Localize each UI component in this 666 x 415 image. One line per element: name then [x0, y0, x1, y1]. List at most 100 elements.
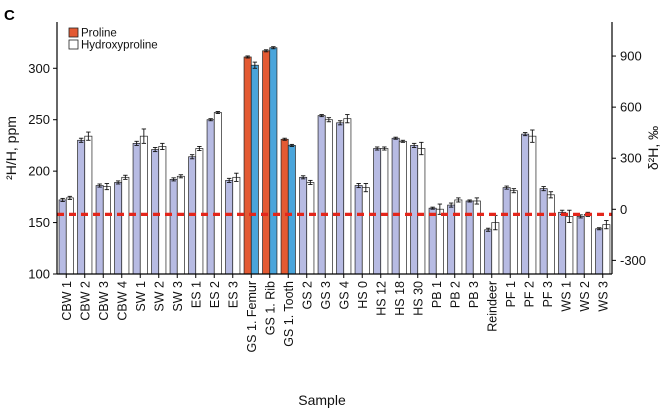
bar-proline	[373, 148, 382, 275]
x-tick-label: HS 18	[393, 281, 407, 316]
x-tick-label: CBW 3	[97, 281, 111, 321]
bar-hydroxyproline	[602, 224, 611, 275]
bar-hydroxyproline	[121, 176, 130, 275]
x-tick-label: WS 2	[578, 281, 592, 312]
bar-proline	[391, 137, 400, 275]
y2-tick-label: 900	[620, 49, 642, 64]
legend-label-hydroxyproline: Hydroxyproline	[81, 40, 158, 52]
bar-proline	[354, 185, 363, 275]
x-tick-label: PF 2	[522, 281, 536, 307]
y-tick-label: 300	[28, 61, 50, 76]
x-tick-label: WS 3	[596, 281, 610, 312]
x-tick-label: SW 1	[134, 281, 148, 312]
y-ticks-left: 100 150 200 250 300	[28, 61, 57, 282]
bar-hydroxyproline	[454, 199, 463, 275]
bar-hydroxyproline	[306, 182, 315, 275]
x-tick-label: HS 12	[374, 281, 388, 316]
bar-hydroxyproline	[417, 148, 426, 275]
bar-hydroxyproline	[65, 197, 74, 275]
x-tick-label: ES 1	[189, 281, 203, 308]
bar-proline	[225, 180, 234, 275]
bar-hydroxyproline	[250, 64, 259, 275]
bar-proline	[151, 149, 160, 275]
panel-label: C	[4, 7, 15, 24]
bar-proline	[280, 138, 289, 275]
x-tick-label: PF 3	[541, 281, 555, 307]
y-ticks-right: -300 0 300 600 900	[612, 49, 646, 268]
bar-hydroxyproline	[287, 145, 296, 275]
bars-group	[58, 47, 611, 275]
bar-proline	[169, 179, 178, 275]
x-tick-label: GS 2	[300, 281, 314, 310]
bar-proline	[576, 216, 585, 275]
x-tick-label: GS 3	[319, 281, 333, 310]
bar-hydroxyproline	[472, 200, 481, 275]
bar-hydroxyproline	[176, 175, 185, 275]
bar-proline	[502, 187, 511, 275]
x-tick-label: PB 3	[467, 281, 481, 308]
bar-hydroxyproline	[435, 208, 444, 275]
bar-proline	[428, 207, 437, 275]
bar-hydroxyproline	[269, 47, 278, 275]
x-tick-label: ES 2	[208, 281, 222, 308]
bar-proline	[299, 176, 308, 275]
x-tick-label: PF 1	[504, 281, 518, 307]
bar-hydroxyproline	[84, 135, 93, 275]
x-tick-label: SW 2	[152, 281, 166, 312]
y2-axis-title: δ²H, ‰	[645, 126, 661, 170]
x-tick-label: GS 4	[337, 281, 351, 310]
axes-group	[56, 22, 613, 275]
bar-proline	[262, 50, 271, 275]
y-tick-label: 250	[28, 112, 50, 127]
legend: Proline Hydroxyproline	[68, 27, 158, 52]
bar-hydroxyproline	[509, 190, 518, 275]
bar-proline	[317, 115, 326, 275]
bar-hydroxyproline	[232, 176, 241, 275]
y-axis-title: ²H/H, ppm	[3, 116, 19, 180]
legend-swatch-proline	[68, 27, 79, 38]
y2-tick-label: 0	[620, 202, 627, 217]
x-tick-label: CBW 1	[60, 281, 74, 321]
x-tick-label: PB 2	[448, 281, 462, 308]
x-tick-label: PB 1	[430, 281, 444, 308]
bar-hydroxyproline	[195, 148, 204, 275]
y-tick-label: 100	[28, 267, 50, 282]
bar-hydroxyproline	[158, 146, 167, 275]
x-tick-label: HS 30	[411, 281, 425, 316]
bar-proline	[132, 143, 141, 275]
legend-swatch-hydroxyproline	[68, 39, 79, 50]
bar-hydroxyproline	[361, 187, 370, 275]
bar-hydroxyproline	[380, 148, 389, 275]
x-tick-label: GS 1. Rib	[263, 281, 277, 335]
bar-hydroxyproline	[343, 118, 352, 275]
bar-proline	[521, 133, 530, 275]
bar-proline	[410, 145, 419, 275]
bar-hydroxyproline	[565, 216, 574, 275]
bar-hydroxyproline	[102, 186, 111, 275]
bar-proline	[243, 56, 252, 275]
y2-tick-label: 600	[620, 100, 642, 115]
x-tick-label: GS 1. Femur	[245, 281, 259, 353]
y2-tick-label: -300	[620, 253, 646, 268]
bar-proline	[539, 188, 548, 275]
x-tick-label: ES 3	[226, 281, 240, 308]
bar-hydroxyproline	[213, 112, 222, 275]
bar-hydroxyproline	[546, 194, 555, 275]
bar-hydroxyproline	[583, 213, 592, 275]
bar-proline	[206, 119, 215, 275]
bar-hydroxyproline	[139, 135, 148, 275]
bar-hydroxyproline	[528, 135, 537, 275]
y-tick-label: 150	[28, 215, 50, 230]
bar-proline	[558, 211, 567, 275]
bar-proline	[95, 185, 104, 275]
bar-hydroxyproline	[491, 222, 500, 275]
bar-proline	[77, 139, 86, 275]
y-tick-label: 200	[28, 164, 50, 179]
x-tick-label: Reindeer	[485, 281, 499, 332]
x-axis-title: Sample	[298, 392, 346, 408]
bar-proline	[114, 182, 123, 275]
bar-hydroxyproline	[324, 119, 333, 275]
x-tick-label: CBW 2	[78, 281, 92, 321]
bar-proline	[336, 122, 345, 275]
